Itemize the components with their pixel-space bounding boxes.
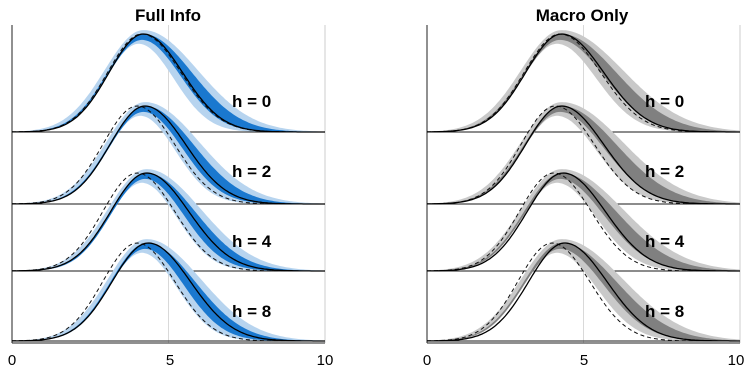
solid-curve-right-row-2 xyxy=(427,172,740,272)
x-tick-left-0: 0 xyxy=(7,352,17,369)
solid-curve-right-row-1 xyxy=(427,105,740,205)
band-inner-left-row-3 xyxy=(12,243,325,341)
x-tick-right-10: 10 xyxy=(727,352,745,369)
band-outer-right-row-1 xyxy=(427,102,740,204)
band-inner-left-row-2 xyxy=(12,173,325,271)
x-tick-right-5: 5 xyxy=(579,352,589,369)
solid-curve-right-row-0 xyxy=(427,33,740,133)
solid-curve-left-row-2 xyxy=(12,172,325,272)
x-tick-right-0: 0 xyxy=(422,352,432,369)
row-label-right-h2: h = 2 xyxy=(645,162,685,181)
band-outer-right-row-3 xyxy=(427,239,740,341)
x-tick-left-10: 10 xyxy=(316,352,334,369)
solid-curve-left-row-0 xyxy=(12,33,325,133)
row-label-left-h4: h = 4 xyxy=(232,232,272,251)
row-label-left-h8: h = 8 xyxy=(232,302,272,321)
row-label-right-h4: h = 4 xyxy=(645,232,685,251)
row-label-right-h8: h = 8 xyxy=(645,302,685,321)
panel-title-right: Macro Only xyxy=(535,6,629,25)
panel-title-left: Full Info xyxy=(134,6,202,25)
x-tick-left-5: 5 xyxy=(165,352,175,369)
solid-curve-left-row-3 xyxy=(12,242,325,342)
solid-curve-left-row-1 xyxy=(12,105,325,205)
band-inner-left-row-0 xyxy=(12,34,325,132)
row-label-left-h0: h = 0 xyxy=(232,92,272,111)
dashed-curve-right-row-1 xyxy=(427,105,740,205)
dashed-curve-right-row-2 xyxy=(427,172,740,272)
band-outer-right-row-2 xyxy=(427,169,740,271)
row-label-right-h0: h = 0 xyxy=(645,92,685,111)
band-outer-right-row-0 xyxy=(427,30,740,133)
row-label-left-h2: h = 2 xyxy=(232,162,272,181)
solid-curve-right-row-3 xyxy=(427,242,740,342)
band-inner-left-row-1 xyxy=(12,106,325,204)
